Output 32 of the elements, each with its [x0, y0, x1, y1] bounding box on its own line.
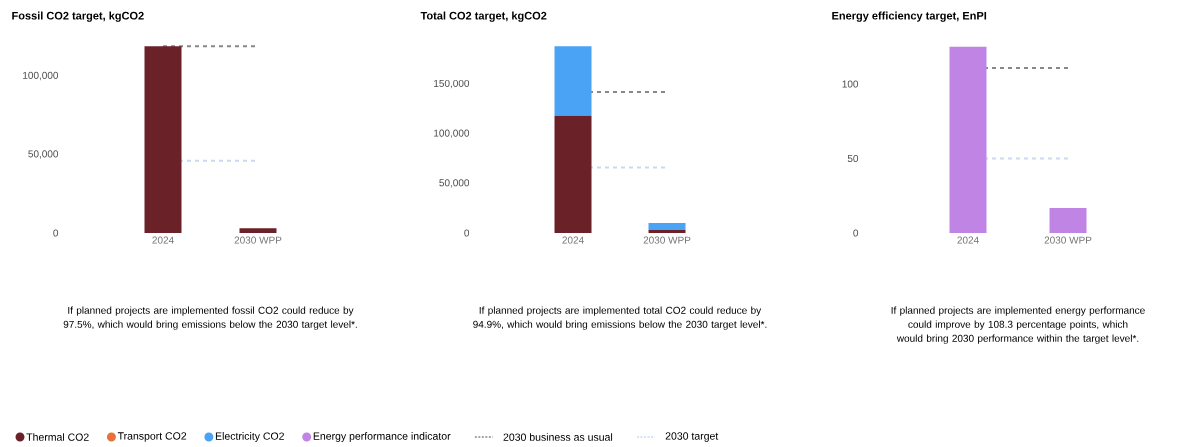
y-tick-label: 50,000	[28, 150, 59, 159]
y-tick-label: 0	[53, 229, 59, 237]
legend-label: Thermal CO2	[26, 433, 89, 441]
y-tick-label: 100,000	[434, 129, 470, 138]
legend-label: Transport CO2	[117, 432, 187, 442]
bar	[554, 115, 592, 233]
y-tick-label: 150,000	[434, 79, 470, 89]
y-tick-label: 0	[853, 229, 859, 237]
text: If planned projects are implemented fossil CO2 could reduce by 97.5%, which would bring emissions below the 2030 target level*.	[63, 306, 357, 330]
y-tick-label: 100,000	[23, 71, 59, 81]
legend-label: Electricity CO2	[215, 432, 284, 442]
chart-title: Total CO2 target, kgCO2	[420, 11, 547, 22]
y-tick-label: 50,000	[439, 179, 470, 188]
bar	[554, 46, 592, 116]
text: If planned projects are implemented energy performance could improve by 108.3 percentage points, which would bring 2030 performance within the target level*.	[891, 306, 1145, 344]
x-tick-label: 2030 WPP	[234, 236, 282, 244]
x-tick-label: 2024	[562, 236, 584, 244]
x-tick-label: 2030 WPP	[1044, 236, 1092, 244]
bar	[648, 230, 686, 233]
x-tick-label: 2030 WPP	[643, 236, 691, 244]
chart-title: Fossil CO2 target, kgCO2	[12, 11, 144, 22]
legend-label: 2030 business as usual	[503, 433, 613, 441]
legend-label: Energy performance indicator	[313, 432, 451, 442]
y-tick-label: 100	[842, 80, 859, 88]
legend-label: 2030 target	[665, 432, 719, 442]
y-tick-label: 0	[464, 229, 470, 237]
y-tick-label: 50	[847, 154, 859, 163]
text: If planned projects are implemented total CO2 could reduce by 94.9%, which would bring emissions below the 2030 target level*.	[473, 306, 767, 330]
chart-title: Energy efficiency target, EnPI	[832, 11, 987, 22]
bar	[648, 223, 686, 231]
x-tick-label: 2024	[957, 236, 979, 244]
x-tick-label: 2024	[152, 236, 174, 244]
